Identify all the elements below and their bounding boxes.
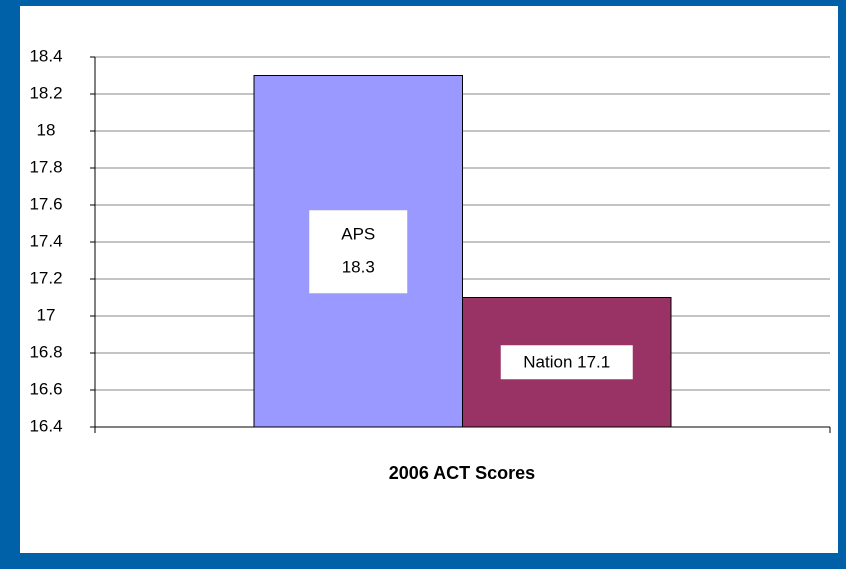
y-tick-label: 17.6 xyxy=(29,194,62,213)
y-tick-label: 18 xyxy=(37,120,56,139)
y-tick-label: 17 xyxy=(37,305,56,324)
data-label: Nation 17.1 xyxy=(523,353,610,372)
y-tick-label: 18.4 xyxy=(29,46,62,65)
data-label-box xyxy=(500,345,633,380)
data-label: 18.3 xyxy=(342,258,375,277)
data-label-name: Nation xyxy=(523,353,572,372)
y-tick-label: 16.6 xyxy=(29,379,62,398)
y-tick-label: 16.4 xyxy=(29,416,62,435)
y-tick-label: 16.8 xyxy=(29,342,62,361)
data-label-box xyxy=(309,210,408,294)
y-tick-label: 17.2 xyxy=(29,268,62,287)
data-label: APS xyxy=(341,225,375,244)
y-tick-label: 17.4 xyxy=(29,231,62,250)
y-tick-label: 18.2 xyxy=(29,83,62,102)
x-axis-title: 2006 ACT Scores xyxy=(389,463,535,483)
y-tick-label: 17.8 xyxy=(29,157,62,176)
data-label-value: 17.1 xyxy=(577,353,610,372)
